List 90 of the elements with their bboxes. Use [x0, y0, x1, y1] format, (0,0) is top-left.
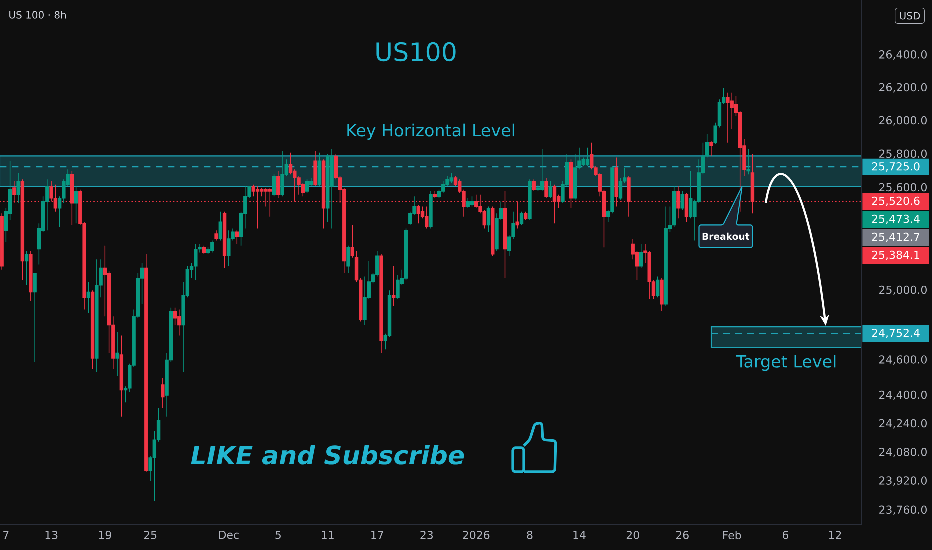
- candlestick: [656, 276, 660, 298]
- candlestick: [524, 211, 528, 221]
- candlestick: [194, 244, 198, 281]
- candlestick: [116, 332, 120, 376]
- y-tick-label: 26,000.0: [880, 116, 927, 126]
- band-label: Target Level: [736, 354, 836, 372]
- text: 25,412.7: [872, 232, 920, 242]
- candlestick: [227, 230, 231, 267]
- candlestick: [544, 178, 548, 199]
- candlestick: [726, 92, 730, 144]
- y-tick-label: 23,920.0: [880, 476, 927, 486]
- x-tick-label: 2026: [463, 531, 490, 540]
- candlestick: [346, 245, 350, 274]
- text: 25,384.1: [872, 250, 920, 260]
- y-tick-label: 25,600.0: [880, 183, 927, 193]
- text: US100: [376, 42, 456, 62]
- annotation: LIKE and Subscribe: [191, 445, 464, 465]
- x-tick-label: Dec: [219, 531, 239, 540]
- candlestick: [161, 378, 165, 408]
- candlestick: [664, 206, 668, 307]
- candlestick: [660, 278, 664, 312]
- candlestick: [29, 250, 33, 302]
- candlestick: [528, 179, 532, 221]
- candlestick: [280, 150, 284, 197]
- x-tick-label: Feb: [723, 531, 742, 540]
- candlestick: [95, 259, 99, 373]
- candlestick: [520, 211, 524, 226]
- candlestick: [0, 213, 4, 270]
- candlestick: [710, 140, 714, 157]
- y-tick-label: 24,600.0: [880, 356, 927, 366]
- y-tick-label: 24,080.0: [880, 448, 927, 458]
- x-tick-label: 23: [420, 531, 434, 540]
- candlestick: [214, 230, 218, 242]
- x-tick-label: 8: [527, 531, 533, 540]
- candlestick: [532, 179, 536, 192]
- ref-line-label: 25,725.0: [872, 162, 920, 172]
- x-tick-label: 25: [144, 531, 157, 540]
- candlestick: [218, 211, 223, 242]
- candlestick: [392, 266, 396, 307]
- candlestick: [144, 254, 148, 473]
- candlestick: [314, 150, 318, 187]
- y-tick-label: 25,800.0: [880, 150, 927, 160]
- candlestick: [90, 290, 95, 370]
- candlestick: [178, 309, 182, 336]
- y-tick-label: 25,000.0: [880, 286, 927, 296]
- candlestick: [486, 206, 491, 233]
- x-tick-label: 17: [372, 531, 384, 540]
- candlestick: [548, 181, 552, 199]
- x-tick-label: 20: [626, 531, 640, 540]
- y-tick-label: 24,240.0: [880, 419, 927, 429]
- candlestick: [272, 174, 276, 197]
- candlestick: [450, 172, 454, 184]
- ref-line-label: 24,752.4: [872, 328, 920, 338]
- y-tick-label: 26,400.0: [880, 50, 927, 60]
- x-tick-label: 13: [46, 531, 58, 540]
- x-tick-label: 19: [99, 531, 112, 540]
- ref-line-label: 25,520.6: [872, 196, 920, 206]
- x-tick-label: 11: [322, 531, 334, 540]
- candlestick: [425, 206, 429, 230]
- candlestick: [684, 192, 689, 222]
- y-tick-label: 23,760.0: [880, 506, 927, 516]
- candlestick: [222, 211, 227, 269]
- candlestick: [330, 149, 334, 230]
- x-tick-label: 12: [829, 531, 842, 540]
- candlestick: [33, 273, 37, 362]
- y-axis-title: USD: [900, 12, 920, 20]
- text: US 100 · 8h: [10, 11, 66, 19]
- x-tick-label: 14: [574, 531, 586, 540]
- y-tick-label: 26,200.0: [880, 83, 927, 93]
- candlestick: [12, 181, 16, 204]
- candlestick: [491, 206, 495, 257]
- candlestick: [305, 179, 310, 194]
- candlestick: [380, 254, 384, 354]
- candlestick: [640, 244, 644, 269]
- x-tick-label: 6: [782, 531, 789, 540]
- x-tick-label: 7: [4, 531, 9, 540]
- x-tick-label: 5: [276, 531, 281, 540]
- candlestick: [16, 172, 20, 204]
- text: 25,473.4: [872, 214, 920, 224]
- candlestick: [746, 149, 750, 176]
- candlestick: [46, 179, 50, 232]
- candlestick: [276, 170, 280, 199]
- candlestick: [429, 191, 433, 230]
- x-tick-label: 26: [676, 531, 689, 540]
- candlestick: [318, 152, 322, 187]
- candlestick: [680, 191, 684, 211]
- y-tick-label: 24,400.0: [880, 390, 927, 400]
- band-label: Key Horizontal Level: [348, 124, 514, 140]
- candlestick: [210, 240, 214, 254]
- annotation: Breakout: [702, 232, 750, 240]
